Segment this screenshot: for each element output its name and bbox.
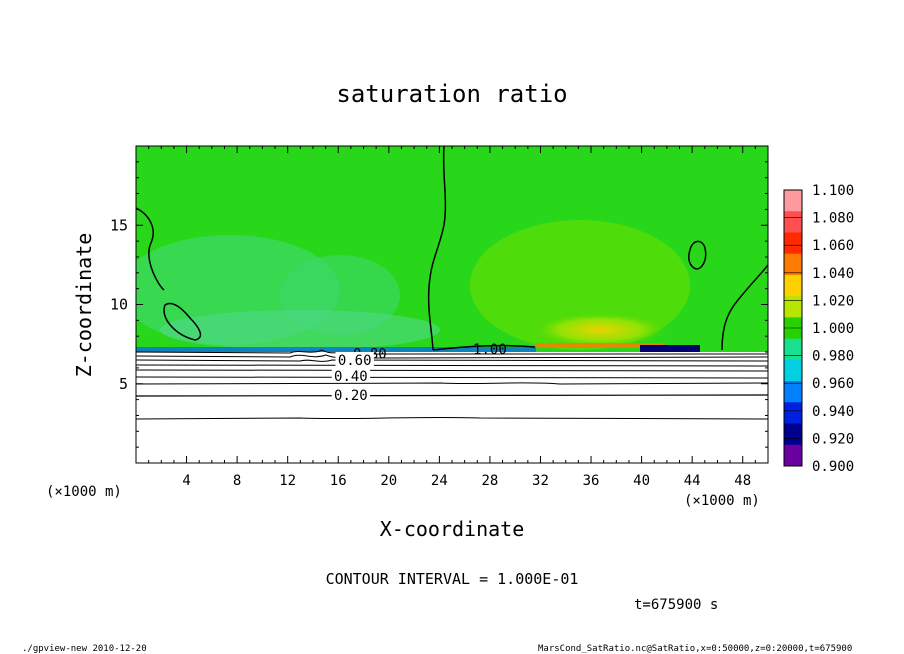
contour-field bbox=[136, 146, 768, 463]
contour-line-1.00 bbox=[721, 264, 768, 351]
colorbar-swatch bbox=[784, 444, 802, 467]
x-tick-label: 20 bbox=[380, 473, 397, 489]
x-unit-label: (×1000 m) bbox=[684, 493, 760, 509]
field-patch bbox=[530, 312, 670, 348]
contour-interval-label: CONTOUR INTERVAL = 1.000E-01 bbox=[326, 570, 579, 588]
colorbar-label: 1.020 bbox=[812, 293, 854, 309]
contour-label-bg bbox=[335, 351, 374, 366]
x-axis: 4 8 12 16 20 24 28 32 36 40 44 48 bbox=[148, 146, 756, 489]
colorbar-label: 0.940 bbox=[812, 404, 854, 420]
contour-line bbox=[136, 416, 768, 420]
y-axis-title: Z-coordinate bbox=[72, 233, 96, 378]
contour-line bbox=[136, 364, 768, 367]
x-tick-label: 40 bbox=[633, 473, 650, 489]
colorbar-swatch bbox=[784, 253, 802, 276]
contour-line bbox=[136, 359, 768, 362]
colorbar-label: 1.060 bbox=[812, 238, 854, 254]
footer-left: ./gpview-new 2010-12-20 bbox=[22, 644, 147, 654]
colorbar-label: 0.920 bbox=[812, 431, 854, 447]
x-axis-title: X-coordinate bbox=[380, 517, 525, 541]
colorbar-label: 0.900 bbox=[812, 459, 854, 475]
colorbar-swatch bbox=[784, 190, 802, 212]
contour-line-1.00 bbox=[432, 344, 536, 351]
contour-line bbox=[136, 382, 768, 385]
colorbar-swatch bbox=[784, 274, 802, 297]
z-unit-label: (×1000 m) bbox=[46, 484, 122, 500]
contour-line bbox=[136, 369, 768, 372]
contour-label-bg bbox=[331, 386, 371, 401]
contour-label: 0.20 bbox=[334, 388, 368, 404]
contour-line bbox=[136, 376, 768, 379]
x-tick-label: 32 bbox=[532, 473, 549, 489]
y-tick-label: 15 bbox=[110, 216, 128, 234]
x-tick-label: 16 bbox=[330, 473, 347, 489]
field-patch bbox=[160, 310, 440, 350]
field-patch bbox=[640, 345, 700, 354]
field-patch bbox=[136, 347, 536, 352]
contour-line-1.00 bbox=[136, 207, 165, 291]
x-tick-label: 28 bbox=[481, 473, 498, 489]
x-tick-label: 48 bbox=[734, 473, 751, 489]
contour-line-1.00 bbox=[163, 302, 202, 341]
colorbar-label: 1.040 bbox=[812, 266, 854, 282]
contour-label: 0.40 bbox=[334, 369, 368, 385]
x-tick-label: 36 bbox=[583, 473, 600, 489]
colorbar-swatch bbox=[784, 402, 802, 425]
y-tick-label: 10 bbox=[110, 296, 128, 314]
footer-right: MarsCond_SatRatio.nc@SatRatio,x=0:50000,… bbox=[538, 644, 852, 654]
x-tick-label: 4 bbox=[182, 473, 190, 489]
x-tick-label: 12 bbox=[279, 473, 296, 489]
contour-label: 0.60 bbox=[338, 353, 372, 369]
contour-label-bg bbox=[331, 367, 371, 382]
field-patch bbox=[535, 343, 665, 348]
contour-labels: 1.000.800.600.400.20 bbox=[331, 342, 507, 404]
x-tick-label: 44 bbox=[684, 473, 701, 489]
chart-title: saturation ratio bbox=[336, 80, 567, 108]
contour-line-1.00 bbox=[427, 146, 447, 351]
y-tick-label: 5 bbox=[119, 375, 128, 393]
colorbar-swatch bbox=[784, 296, 802, 318]
colorbar-label: 0.960 bbox=[812, 376, 854, 392]
x-tick-label: 24 bbox=[431, 473, 448, 489]
colorbar-swatch bbox=[784, 338, 802, 361]
colorbar-label: 1.080 bbox=[812, 211, 854, 227]
contour-label: 1.00 bbox=[473, 342, 507, 358]
colorbar-label: 1.000 bbox=[812, 321, 854, 337]
colorbar-swatch bbox=[784, 359, 802, 382]
contour-line-1.00 bbox=[688, 240, 707, 270]
colorbar: 1.100 1.080 1.060 1.040 1.020 1.000 0.980 0.960… bbox=[783, 183, 854, 475]
colorbar-swatch bbox=[784, 423, 802, 446]
colorbar-swatch bbox=[784, 232, 802, 255]
colorbar-swatch bbox=[784, 381, 802, 403]
dry-layer bbox=[136, 352, 768, 463]
colorbar-swatch bbox=[784, 211, 802, 233]
time-label: t=675900 s bbox=[634, 597, 718, 613]
contour-line-0.20 bbox=[136, 394, 768, 397]
colorbar-label: 0.980 bbox=[812, 349, 854, 365]
x-tick-label: 8 bbox=[233, 473, 241, 489]
colorbar-label: 1.100 bbox=[812, 183, 854, 199]
y-axis: 5 10 15 bbox=[110, 161, 768, 448]
